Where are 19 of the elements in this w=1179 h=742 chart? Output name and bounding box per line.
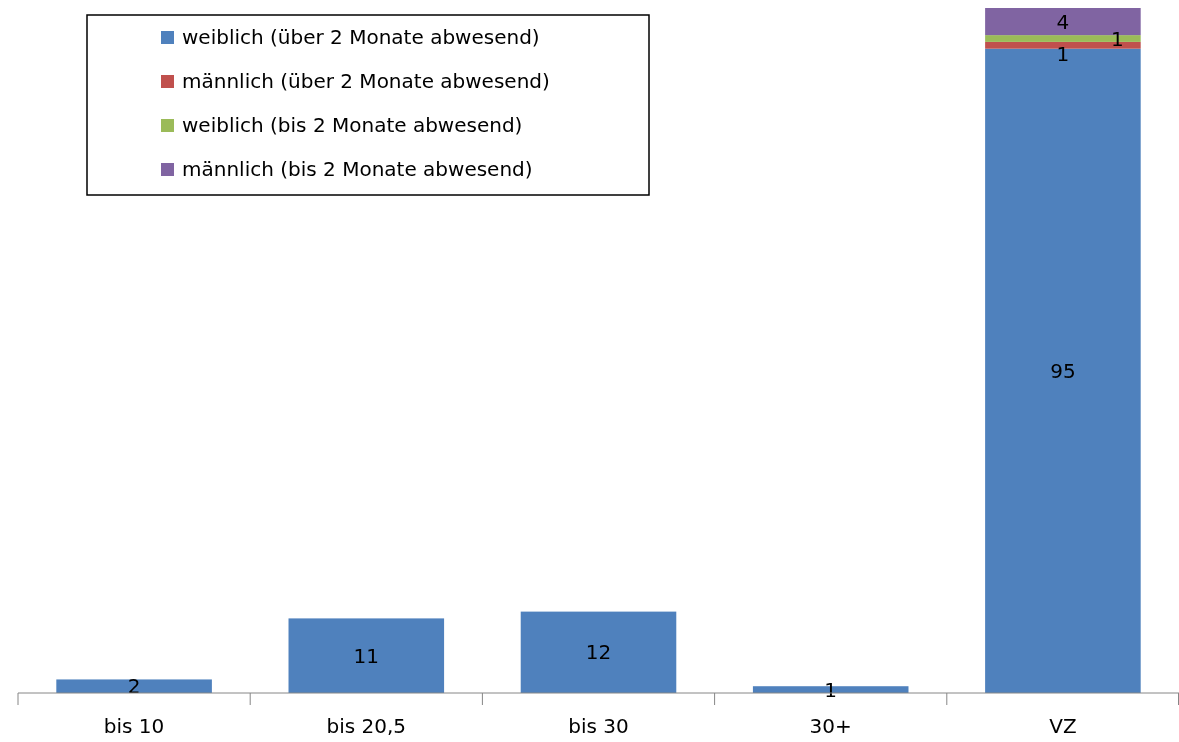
legend-label: weiblich (über 2 Monate abwesend) [182, 25, 540, 49]
legend-label: männlich (über 2 Monate abwesend) [182, 69, 550, 93]
legend-label: weiblich (bis 2 Monate abwesend) [182, 113, 523, 137]
bar [288, 618, 445, 693]
data-label: 12 [585, 640, 612, 665]
data-label: 11 [353, 643, 380, 668]
data-label: 95 [1050, 358, 1076, 383]
x-tick-label: VZ [1049, 714, 1077, 738]
legend-label: männlich (bis 2 Monate abwesend) [182, 157, 533, 181]
x-tick-label: 30+ [809, 714, 852, 738]
x-tick-label: bis 30 [568, 714, 629, 738]
x-tick-label: bis 20,5 [326, 714, 407, 738]
bar [520, 611, 677, 693]
bar [56, 679, 212, 693]
data-label: 2 [127, 674, 141, 699]
data-label: 1 [1056, 41, 1070, 66]
x-tick-label: bis 10 [103, 714, 165, 738]
data-label: 4 [1056, 9, 1070, 34]
bar [985, 48, 1141, 693]
